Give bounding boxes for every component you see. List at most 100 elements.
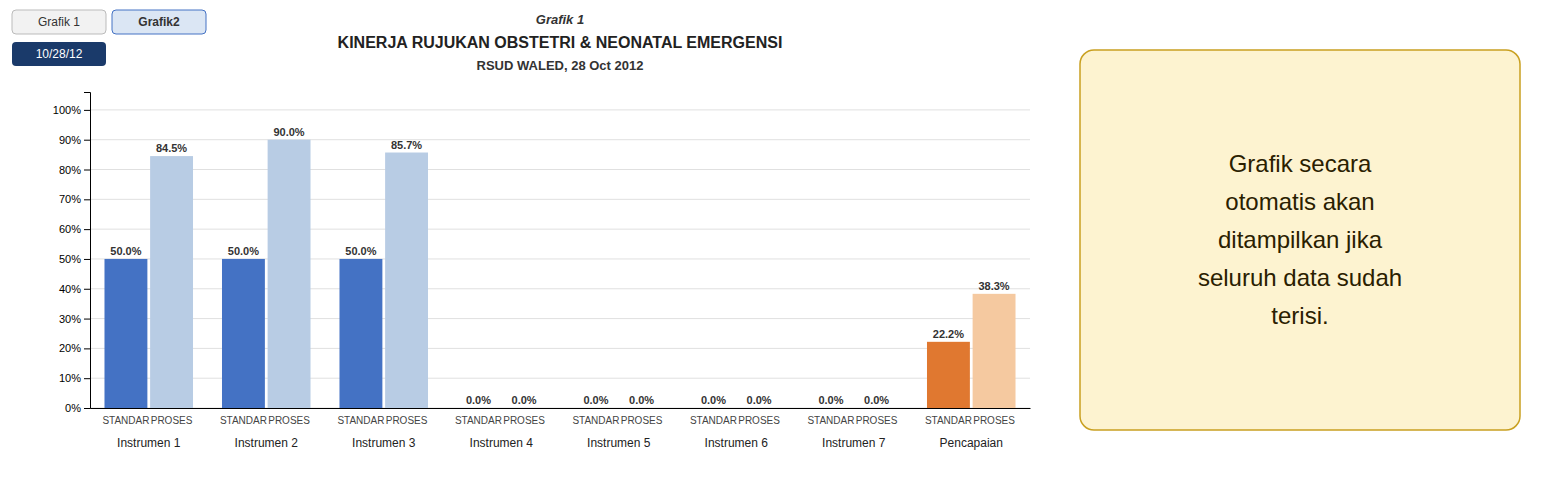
y-tick: 90% — [59, 134, 90, 146]
series-name: PROSES — [973, 415, 1015, 426]
series-name: PROSES — [268, 415, 310, 426]
bar — [339, 259, 382, 408]
data-label: 0.0% — [818, 394, 843, 406]
data-label: 0.0% — [583, 394, 608, 406]
bar — [855, 408, 898, 409]
data-label: 0.0% — [466, 394, 491, 406]
tab — [12, 10, 106, 34]
series-name: STANDAR — [925, 415, 972, 426]
x-tick-label: Instrumen 4 — [470, 436, 534, 450]
y-tick: 80% — [59, 164, 90, 176]
bar — [503, 408, 546, 409]
plot: 50.0%50.0%50.0%0.0%0.0%0.0%0.0%22.2%84.5… — [53, 93, 1031, 450]
date-box — [12, 42, 106, 66]
data-label: 84.5% — [156, 142, 187, 154]
data-label: 90.0% — [273, 126, 304, 138]
x-tick-label: Instrumen 5 — [587, 436, 651, 450]
y-tick-label: 40% — [59, 283, 81, 295]
note-box — [1080, 50, 1520, 430]
series-name: STANDAR — [455, 415, 502, 426]
y-tick-mark — [84, 199, 90, 200]
data-label: 38.3% — [978, 280, 1009, 292]
title-line: Grafik 1 — [536, 12, 584, 27]
bar — [927, 342, 970, 408]
series-name: PROSES — [151, 415, 193, 426]
bar — [268, 140, 311, 408]
x-axis-line — [91, 408, 1031, 409]
bars — [104, 140, 1015, 408]
y-tick-mark — [84, 259, 90, 260]
y-tick-mark — [84, 229, 90, 230]
grid-line — [90, 139, 1030, 140]
x-tick: Instrumen 5 — [587, 408, 651, 450]
y-tick-mark — [84, 348, 90, 349]
chart: Grafik 1 Grafik2 10/28/12 Grafik 1 KINERJA R… — [0, 0, 1560, 480]
x-tick: Instrumen 1 — [117, 408, 181, 450]
y-tick: 20% — [59, 342, 90, 354]
bar — [385, 153, 428, 408]
data-label: 50.0% — [228, 245, 259, 257]
y-tick: 100% — [53, 104, 90, 116]
y-tick-label: 10% — [59, 372, 81, 384]
y-tick-label: 90% — [59, 134, 81, 146]
y-tick-mark — [84, 408, 90, 409]
x-tick: Instrumen 2 — [235, 408, 299, 450]
tab-label: Grafik 1 — [38, 15, 80, 29]
x-tick-label: Instrumen 6 — [705, 436, 769, 450]
y-tick-label: 60% — [59, 223, 81, 235]
title: KINERJA RUJUKAN OBSTETRI & NEONATAL EMER… — [338, 34, 783, 51]
bar — [809, 408, 852, 409]
y-tick-label: 20% — [59, 342, 81, 354]
y-tick-label: 80% — [59, 164, 81, 176]
bar — [150, 156, 193, 408]
series-name: STANDAR — [572, 415, 619, 426]
grid-line — [90, 169, 1030, 170]
data-label: 0.0% — [512, 394, 537, 406]
y-tick-label: 70% — [59, 193, 81, 205]
y-tick-label: 30% — [59, 313, 81, 325]
series-name: STANDAR — [807, 415, 854, 426]
y-axis-line — [84, 93, 91, 409]
y-tick: 10% — [59, 372, 90, 384]
series-name: STANDAR — [102, 415, 149, 426]
y-tick: 60% — [59, 223, 90, 235]
data-label: 22.2% — [933, 328, 964, 340]
y-tick: 30% — [59, 313, 90, 325]
subtitle: RSUD WALED, 28 Oct 2012 — [477, 58, 644, 73]
data-label: 85.7% — [391, 139, 422, 151]
series-name: STANDAR — [220, 415, 267, 426]
grid-line — [90, 199, 1030, 200]
note: Grafik secaraotomatis akanditampilkan ji… — [1198, 150, 1402, 329]
series-name: PROSES — [738, 415, 780, 426]
bar — [620, 408, 663, 409]
x-tick-label: Instrumen 3 — [352, 436, 416, 450]
data-label: 0.0% — [701, 394, 726, 406]
y-tick-label: 100% — [53, 104, 81, 116]
x-tick: Instrumen 6 — [705, 408, 769, 450]
x-tick-label: Instrumen 1 — [117, 436, 181, 450]
y-tick-mark — [84, 140, 90, 141]
date-label: 10/28/12 — [36, 47, 83, 61]
x-tick-label: Instrumen 7 — [822, 436, 886, 450]
bar — [104, 259, 147, 408]
series-name: PROSES — [503, 415, 545, 426]
bar — [222, 259, 265, 408]
data-label: 0.0% — [864, 394, 889, 406]
data-labels: 50.0%50.0%50.0%0.0%0.0%0.0%0.0%22.2%84.5… — [110, 126, 1010, 406]
bar — [738, 408, 781, 409]
y-tick-mark — [84, 289, 90, 290]
y-tick: 50% — [59, 253, 90, 265]
x-tick: Instrumen 7 — [822, 408, 886, 450]
series-name: STANDAR — [690, 415, 737, 426]
y-tick-mark — [84, 319, 90, 320]
grid-line — [90, 109, 1030, 110]
x-tick-label: Pencapaian — [940, 436, 1003, 450]
grid — [90, 110, 1030, 408]
series-name: PROSES — [386, 415, 428, 426]
tab-label: Grafik2 — [138, 15, 180, 29]
x-tick: Pencapaian — [940, 408, 1003, 450]
bar — [692, 408, 735, 409]
grid-line — [90, 229, 1030, 230]
series-name: STANDAR — [337, 415, 384, 426]
series-name: PROSES — [621, 415, 663, 426]
